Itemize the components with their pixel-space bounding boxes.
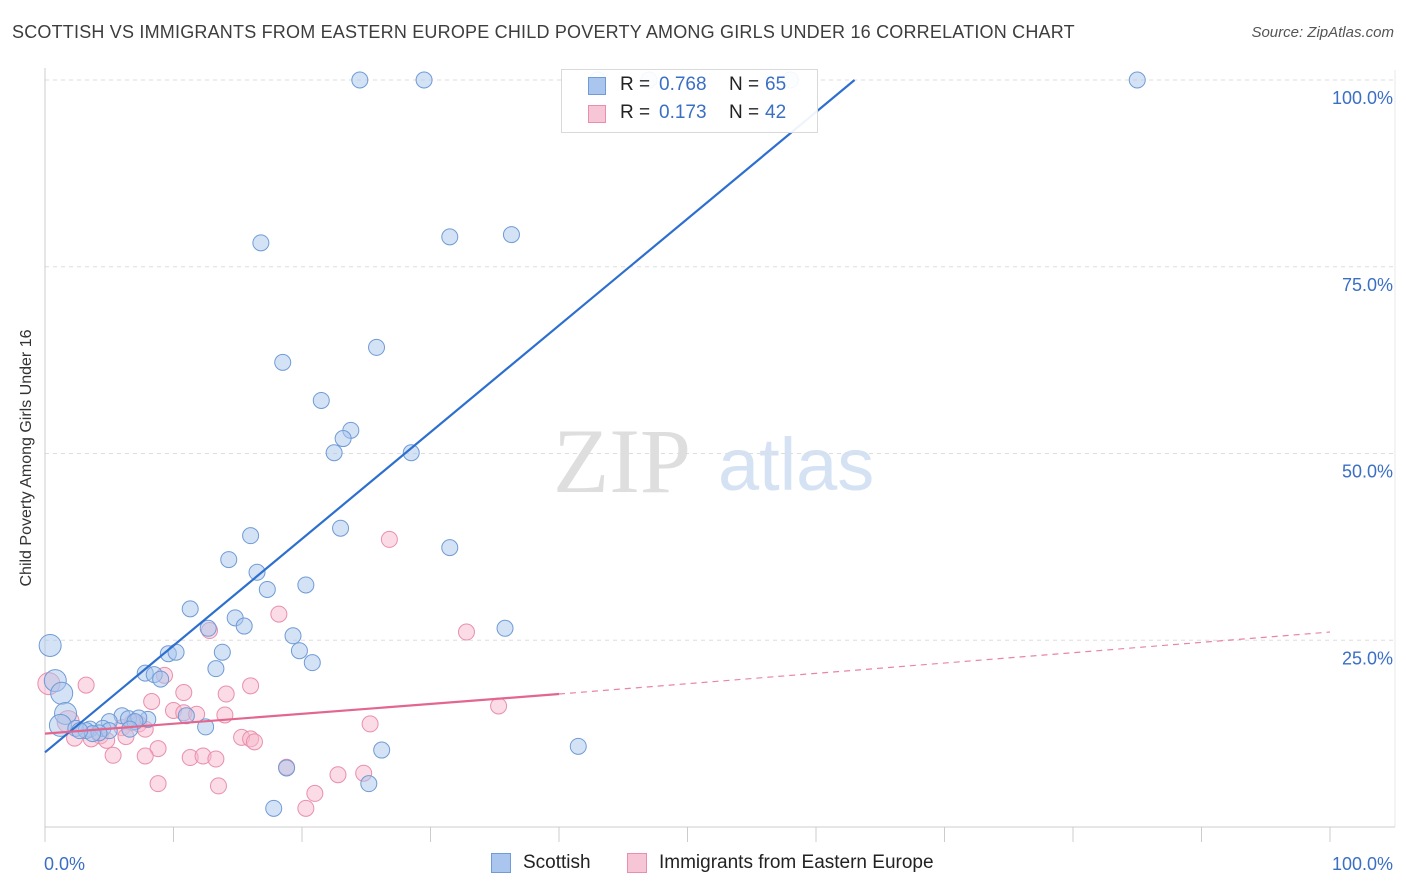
- immigrants-point: [270, 605, 288, 623]
- immigrants-point: [490, 697, 508, 715]
- immigrants-point: [143, 693, 161, 711]
- scottish-point: [284, 627, 302, 645]
- watermark-atlas: atlas: [718, 423, 874, 506]
- scottish-point: [213, 643, 231, 661]
- n-value: 65: [765, 74, 787, 95]
- legend-swatch-scottish: [491, 853, 511, 873]
- scottish-point: [290, 642, 308, 660]
- legend-swatch-immigrants: [627, 853, 647, 873]
- immigrants-point: [306, 784, 324, 802]
- scottish-point: [334, 430, 352, 448]
- x-tick-label: 100.0%: [1332, 854, 1393, 874]
- scottish-point: [235, 617, 253, 635]
- scottish-point: [373, 741, 391, 759]
- scottish-point: [496, 619, 514, 637]
- n-value: 42: [765, 102, 787, 123]
- y-tick-label: 25.0%: [1342, 648, 1393, 668]
- r-value: 0.768: [659, 74, 707, 95]
- scottish-point: [368, 338, 386, 356]
- scottish-point: [303, 654, 321, 672]
- scottish-point: [181, 600, 199, 618]
- scottish-point: [199, 619, 217, 637]
- scottish-point: [167, 643, 185, 661]
- legend-label-scottish: Scottish: [523, 852, 591, 873]
- scottish-point: [278, 759, 296, 777]
- scottish-point: [207, 660, 225, 678]
- immigrants-point: [242, 677, 260, 695]
- scottish-point: [312, 391, 330, 409]
- scottish-point: [121, 720, 139, 738]
- chart-title: SCOTTISH VS IMMIGRANTS FROM EASTERN EURO…: [12, 22, 1075, 42]
- immigrants-point: [149, 740, 167, 758]
- immigrants-trend-extension: [558, 631, 1331, 695]
- immigrants-point: [217, 685, 235, 703]
- scottish-point: [152, 670, 170, 688]
- correlation-legend: R = 0.768 N = 65 R = 0.173 N = 42: [561, 69, 818, 133]
- data-points: [37, 71, 1146, 817]
- immigrants-point: [207, 750, 225, 768]
- scottish-point: [297, 576, 315, 594]
- scottish-point: [220, 551, 238, 569]
- y-tick-label: 50.0%: [1342, 462, 1393, 482]
- scottish-point: [50, 681, 74, 705]
- immigrants-point: [175, 684, 193, 702]
- immigrants-point: [457, 623, 475, 641]
- immigrants-point: [149, 775, 167, 793]
- y-tick-label: 75.0%: [1342, 275, 1393, 295]
- scottish-point: [274, 353, 292, 371]
- scottish-point: [265, 799, 283, 817]
- legend-label-immigrants: Immigrants from Eastern Europe: [659, 852, 934, 873]
- scottish-point: [1128, 71, 1146, 89]
- scottish-point: [569, 737, 587, 755]
- r-label: R =: [620, 102, 651, 123]
- x-tick-label: 0.0%: [44, 854, 85, 874]
- immigrants-point: [361, 715, 379, 733]
- scottish-point: [360, 775, 378, 793]
- scottish-point: [351, 71, 369, 89]
- scottish-point: [441, 228, 459, 246]
- scottish-point: [197, 718, 215, 736]
- scottish-point: [441, 539, 459, 557]
- watermark: ZIP atlas: [553, 410, 874, 512]
- axes: [44, 68, 1395, 842]
- r-label: R =: [620, 74, 651, 95]
- n-label: N =: [729, 74, 760, 95]
- scottish-point: [502, 226, 520, 244]
- legend-swatch-scottish: [588, 77, 606, 95]
- scottish-point: [248, 563, 266, 581]
- scottish-point: [402, 444, 420, 462]
- immigrants-point: [104, 746, 122, 764]
- scottish-point: [252, 234, 270, 252]
- immigrants-point: [77, 676, 95, 694]
- scottish-point: [242, 527, 260, 545]
- r-value: 0.173: [659, 102, 707, 123]
- scottish-point: [258, 580, 276, 598]
- immigrants-point: [329, 766, 347, 784]
- scottish-point: [325, 444, 343, 462]
- scottish-point: [38, 633, 62, 657]
- scottish-point: [332, 519, 350, 537]
- immigrants-point: [136, 747, 154, 765]
- watermark-zip: ZIP: [553, 410, 691, 512]
- y-tick-label: 100.0%: [1332, 88, 1393, 108]
- scottish-trend-line: [44, 79, 856, 754]
- tick-labels: 25.0% 50.0% 75.0% 100.0% 0.0% 100.0%: [44, 88, 1393, 874]
- immigrants-trend-line: [44, 692, 560, 735]
- trend-lines: [44, 79, 1331, 754]
- immigrants-point: [209, 777, 227, 795]
- immigrants-point: [245, 733, 263, 751]
- immigrants-point: [297, 799, 315, 817]
- immigrants-point: [380, 530, 398, 548]
- scottish-point: [415, 71, 433, 89]
- n-label: N =: [729, 102, 760, 123]
- source-label: Source: ZipAtlas.com: [1251, 24, 1394, 41]
- legend-swatch-immigrants: [588, 105, 606, 123]
